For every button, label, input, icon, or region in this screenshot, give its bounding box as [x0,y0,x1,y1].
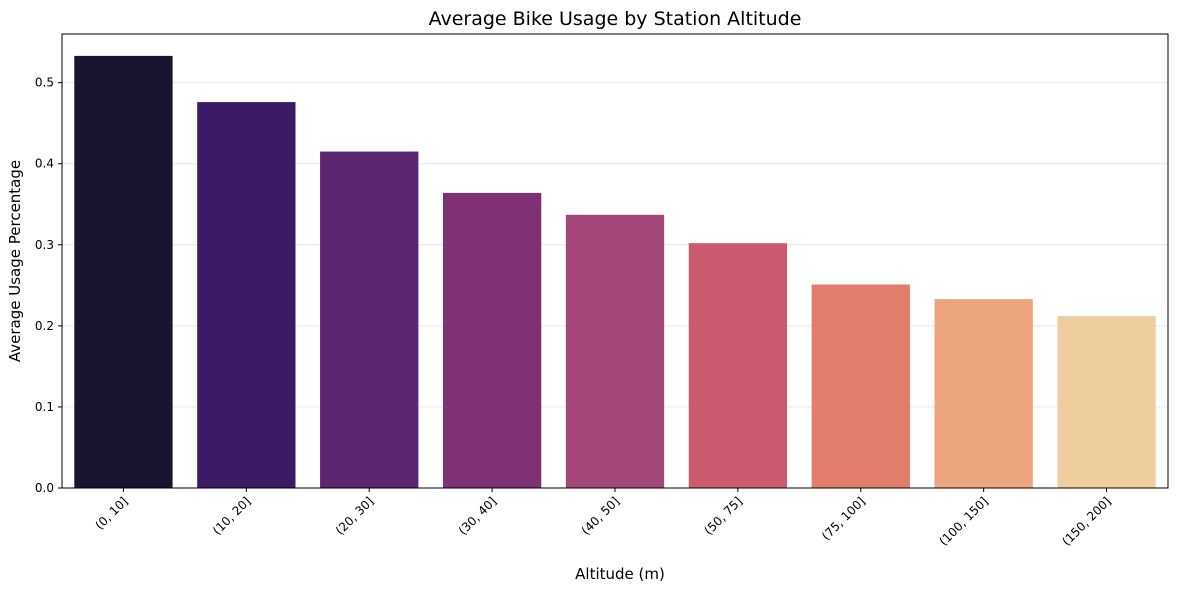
x-tick-label: (50, 75] [702,494,746,538]
x-tick-label: (30, 40] [456,494,500,538]
x-tick-label: (10, 20] [210,494,254,538]
bar [934,299,1033,488]
x-tick-label: (100, 150] [936,494,990,548]
x-axis-ticks: (0, 10] (10, 20] (20, 30] (30, 40] (40, 50] (… [92,488,1114,549]
y-tick-label: 0.1 [35,400,54,414]
bar [1057,316,1156,488]
y-tick-label: 0.2 [35,319,54,333]
x-tick-label: (40, 50] [579,494,623,538]
bar [320,151,419,488]
bar [197,102,296,488]
x-tick-label: (20, 30] [333,494,377,538]
x-axis-label: Altitude (m) [575,565,665,583]
x-tick-label: (150, 200] [1059,494,1113,548]
bar [565,214,665,488]
y-tick-label: 0.0 [35,481,54,495]
x-tick-label: (0, 10] [92,494,130,532]
chart-title: Average Bike Usage by Station Altitude [429,8,802,30]
bars [74,55,1156,489]
bar [688,243,788,488]
y-tick-label: 0.5 [35,76,54,90]
y-tick-label: 0.4 [35,157,54,171]
bar [74,55,173,489]
x-tick-label: (75, 100] [819,494,868,543]
y-axis-label: Average Usage Percentage [6,160,24,362]
bar [442,192,542,488]
y-axis-ticks: 0.0 0.1 0.2 0.3 0.4 0.5 [35,76,62,495]
y-tick-label: 0.3 [35,238,54,252]
bar [811,284,910,488]
